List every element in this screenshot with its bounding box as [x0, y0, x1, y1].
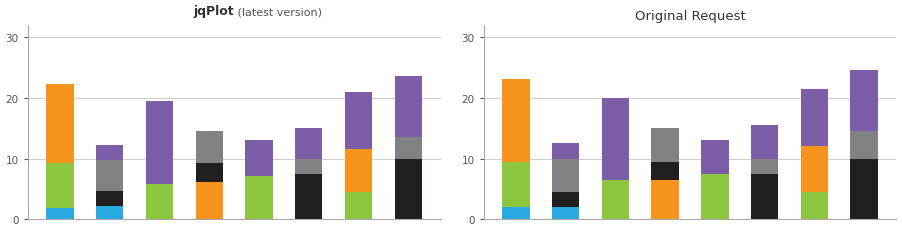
Bar: [394, 138, 422, 159]
Bar: [602, 98, 629, 180]
Text: (latest version): (latest version): [235, 8, 322, 18]
Bar: [394, 159, 422, 219]
Bar: [552, 144, 579, 159]
Bar: [801, 192, 828, 219]
Bar: [345, 150, 373, 192]
Bar: [751, 159, 778, 174]
Bar: [801, 89, 828, 147]
Bar: [345, 92, 373, 150]
Bar: [196, 164, 223, 182]
Bar: [245, 141, 272, 176]
Bar: [196, 182, 223, 219]
Bar: [701, 141, 729, 174]
Bar: [502, 80, 529, 162]
Bar: [851, 71, 878, 132]
Bar: [295, 129, 322, 159]
Text: jqPlot: jqPlot: [194, 5, 235, 18]
Bar: [701, 174, 729, 219]
Bar: [502, 162, 529, 207]
Bar: [552, 159, 579, 192]
Bar: [851, 132, 878, 159]
Bar: [651, 180, 679, 219]
Bar: [552, 207, 579, 219]
Bar: [851, 159, 878, 219]
Bar: [196, 132, 223, 164]
Bar: [146, 101, 173, 184]
Bar: [394, 77, 422, 138]
Bar: [146, 184, 173, 219]
Bar: [345, 192, 373, 219]
Bar: [97, 206, 124, 219]
Bar: [97, 191, 124, 206]
Bar: [46, 84, 74, 163]
Bar: [651, 162, 679, 180]
Bar: [502, 207, 529, 219]
Bar: [751, 174, 778, 219]
Bar: [97, 161, 124, 191]
Bar: [46, 163, 74, 209]
Bar: [751, 126, 778, 159]
Bar: [46, 209, 74, 219]
Bar: [295, 174, 322, 219]
Bar: [602, 180, 629, 219]
Bar: [295, 159, 322, 174]
Bar: [245, 176, 272, 219]
Bar: [651, 129, 679, 162]
Bar: [552, 192, 579, 207]
Bar: [801, 147, 828, 192]
Title: Original Request: Original Request: [635, 10, 745, 23]
Bar: [97, 146, 124, 161]
